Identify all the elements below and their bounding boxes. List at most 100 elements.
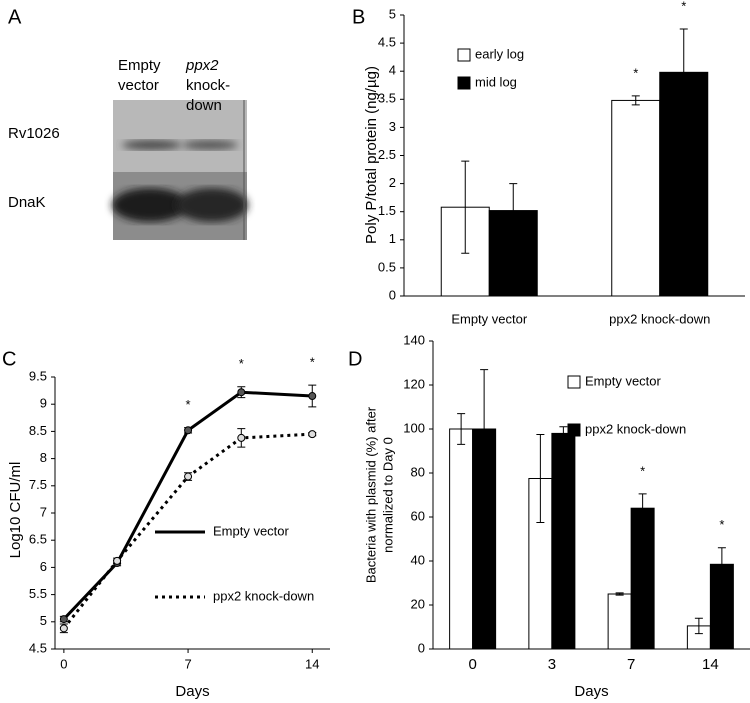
- x-axis-label: Days: [175, 683, 209, 700]
- legend-label: Empty vector: [585, 373, 662, 388]
- y-axis-label: Log10 CFU/ml: [7, 462, 24, 559]
- y-tick-label: 2: [389, 175, 396, 190]
- significance-mark: *: [633, 65, 638, 80]
- bar: [611, 99, 661, 297]
- y-tick-label: 9.5: [29, 368, 47, 383]
- y-tick-label: 0: [418, 640, 425, 655]
- series-line: [62, 390, 313, 621]
- y-axis-label: normalized to Day 0: [380, 437, 395, 553]
- legend-label: Empty vector: [213, 523, 290, 538]
- panel-letter: B: [352, 6, 365, 28]
- x-tick-label: Empty vector: [451, 311, 528, 326]
- point: [308, 392, 317, 401]
- blot-image: [112, 100, 248, 240]
- y-tick-label: 1.5: [378, 203, 396, 218]
- error-bar: [480, 369, 489, 489]
- y-tick-label: 120: [403, 376, 425, 391]
- y-tick-label: 5: [40, 613, 47, 628]
- point: [237, 433, 246, 442]
- y-tick-label: 0.5: [378, 259, 396, 274]
- significance-mark: *: [239, 356, 244, 371]
- y-tick-label: 60: [411, 508, 425, 523]
- y-tick-label: 3: [389, 119, 396, 134]
- lane-label: Empty: [118, 57, 161, 74]
- bar: [630, 507, 655, 650]
- x-axis-label: Days: [574, 683, 608, 700]
- lane-label: knock-: [186, 77, 230, 94]
- x-tick-label: 14: [305, 656, 319, 671]
- panel-letter: D: [348, 348, 362, 370]
- error-bar: [679, 28, 688, 117]
- legend-label: ppx2 knock-down: [585, 421, 686, 436]
- point: [237, 388, 246, 397]
- y-tick-label: 5.5: [29, 586, 47, 601]
- significance-mark: *: [719, 517, 724, 532]
- error-bar: [559, 426, 568, 441]
- legend-label: early log: [475, 46, 524, 61]
- error-bar: [638, 493, 647, 523]
- legend-label: ppx2 knock-down: [213, 588, 314, 603]
- error-bar: [694, 617, 703, 635]
- x-tick-label: 0: [60, 656, 67, 671]
- y-tick-label: 20: [411, 596, 425, 611]
- y-tick-label: 4.5: [29, 640, 47, 655]
- bar: [449, 428, 474, 650]
- y-tick-label: 0: [389, 287, 396, 302]
- error-bar: [631, 95, 640, 106]
- y-tick-label: 7: [40, 504, 47, 519]
- error-bar: [461, 160, 470, 254]
- bar: [607, 593, 632, 650]
- point: [113, 556, 122, 565]
- y-axis-label: Bacteria with plasmid (%) after: [363, 406, 378, 583]
- panel-letter: C: [2, 348, 16, 370]
- point: [308, 430, 317, 439]
- point: [59, 615, 68, 624]
- row-label: DnaK: [8, 194, 46, 211]
- y-tick-label: 5: [389, 6, 396, 21]
- legend-swatch: [567, 423, 581, 437]
- chart-panel: D Bacteria with plasmid (%) after normaliz…: [348, 332, 750, 700]
- y-tick-label: 8: [40, 450, 47, 465]
- y-tick-label: 2.5: [378, 147, 396, 162]
- y-tick-label: 4: [389, 63, 396, 78]
- significance-mark: *: [681, 0, 686, 13]
- significance-mark: *: [310, 355, 315, 370]
- point: [184, 472, 193, 481]
- legend-swatch: [567, 375, 581, 389]
- y-tick-label: 6: [40, 559, 47, 574]
- y-tick-label: 100: [403, 420, 425, 435]
- point: [184, 426, 193, 435]
- lane-label: vector: [118, 77, 159, 94]
- chart-panel: B Poly P/total protein (ng/µg) 0 0.5 1 1.5 2 2.…: [352, 0, 745, 326]
- x-tick-label: 3: [548, 656, 556, 673]
- y-tick-label: 8.5: [29, 423, 47, 438]
- x-tick-label: 0: [468, 656, 476, 673]
- lane-label: down: [186, 97, 222, 114]
- row-label: Rv1026: [8, 125, 60, 142]
- error-bar: [615, 592, 624, 596]
- y-tick-label: 7.5: [29, 477, 47, 492]
- significance-mark: *: [186, 397, 191, 412]
- legend-swatch: [457, 76, 471, 90]
- panel-letter: A: [8, 6, 22, 28]
- x-tick-label: 7: [627, 656, 635, 673]
- y-tick-label: 9: [40, 396, 47, 411]
- y-tick-label: 1: [389, 231, 396, 246]
- y-tick-label: 3.5: [378, 91, 396, 106]
- x-tick-label: ppx2 knock-down: [609, 311, 710, 326]
- significance-mark: *: [640, 463, 645, 478]
- y-axis-label: Poly P/total protein (ng/µg): [363, 66, 380, 244]
- y-tick-label: 80: [411, 464, 425, 479]
- point: [59, 624, 68, 633]
- x-tick-label: 14: [702, 656, 719, 673]
- y-tick-label: 4.5: [378, 35, 396, 50]
- legend-label: mid log: [475, 74, 517, 89]
- y-tick-label: 40: [411, 552, 425, 567]
- lane-label: ppx2: [185, 57, 219, 74]
- error-bar: [717, 547, 726, 582]
- y-tick-label: 140: [403, 332, 425, 347]
- error-bar: [509, 183, 518, 239]
- bar: [551, 432, 576, 650]
- x-tick-label: 7: [184, 656, 191, 671]
